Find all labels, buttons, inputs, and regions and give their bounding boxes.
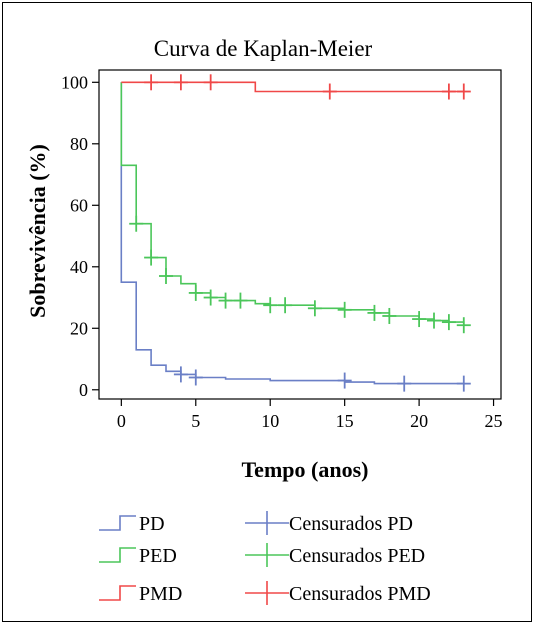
censor-mark-ped [218, 292, 233, 309]
x-tick-label: 25 [485, 411, 503, 431]
censor-mark-pd [456, 375, 471, 392]
legend-censored-label-ped: Censurados PED [289, 545, 425, 567]
legend-censored-label-pd: Censurados PD [289, 513, 413, 535]
censor-mark-ped [188, 284, 203, 301]
censor-mark-ped [382, 307, 397, 324]
censor-mark-pd [397, 375, 412, 392]
axes: 0 5 10 15 20 25 0 20 40 60 80 100 [61, 69, 503, 431]
legend-label-ped: PED [139, 545, 177, 567]
y-tick-label: 20 [70, 318, 88, 338]
censor-mark-ped [427, 312, 441, 329]
censor-mark-ped [412, 311, 427, 328]
censor-mark-pd [188, 369, 203, 386]
y-tick-label: 80 [70, 134, 88, 154]
censor-mark-ped [456, 317, 471, 334]
censor-mark-pmd [203, 74, 218, 91]
censor-mark-ped [278, 297, 293, 314]
censor-mark-ped [307, 300, 322, 317]
legend: PD Censurados PD PED Censurados PED PMD Censu… [99, 511, 431, 605]
censor-mark-ped [129, 215, 144, 232]
x-tick-label: 15 [336, 411, 354, 431]
censor-mark-ped [159, 268, 173, 285]
legend-step-symbol-ped [99, 547, 136, 563]
chart-title: Curva de Kaplan-Meier [154, 36, 373, 61]
legend-label-pmd: PMD [139, 583, 182, 605]
censor-mark-ped [203, 289, 218, 306]
censor-mark-ped [337, 301, 352, 318]
censor-mark-pmd [456, 83, 471, 100]
censor-mark-ped [441, 314, 456, 331]
y-tick-label: 100 [61, 72, 88, 92]
censor-mark-pmd [441, 83, 456, 100]
legend-censored-label-pmd: Censurados PMD [289, 583, 431, 605]
series-layer [120, 74, 471, 392]
censor-mark-ped [233, 292, 248, 309]
x-axis-label: Tempo (anos) [242, 457, 369, 482]
censor-mark-ped [144, 249, 159, 266]
x-tick-label: 20 [410, 411, 428, 431]
censor-mark-pmd [322, 83, 337, 100]
y-tick-label: 40 [70, 257, 88, 277]
y-axis-label: Sobrevivência (%) [25, 144, 50, 318]
censor-mark-ped [263, 297, 278, 314]
kaplan-meier-chart: Curva de Kaplan-Meier Tempo (anos) Sobre… [25, 36, 503, 605]
censor-mark-pd [173, 366, 188, 383]
legend-label-pd: PD [139, 513, 165, 535]
chart-frame: Curva de Kaplan-Meier Tempo (anos) Sobre… [2, 2, 532, 622]
censor-mark-pmd [173, 74, 188, 91]
series-line-pd [120, 82, 464, 385]
plot-area-border [98, 69, 502, 400]
series-line-pmd [121, 81, 464, 93]
censor-mark-pmd [144, 74, 159, 91]
legend-step-symbol-pd [99, 515, 136, 531]
y-tick-label: 60 [70, 195, 88, 215]
x-tick-label: 0 [117, 411, 126, 431]
censor-mark-pd [337, 372, 352, 389]
x-tick-label: 5 [191, 411, 200, 431]
series-line-ped [120, 82, 465, 326]
censor-mark-ped [367, 304, 382, 321]
legend-step-symbol-pmd [99, 585, 136, 601]
x-tick-label: 10 [261, 411, 279, 431]
y-tick-label: 0 [79, 380, 88, 400]
